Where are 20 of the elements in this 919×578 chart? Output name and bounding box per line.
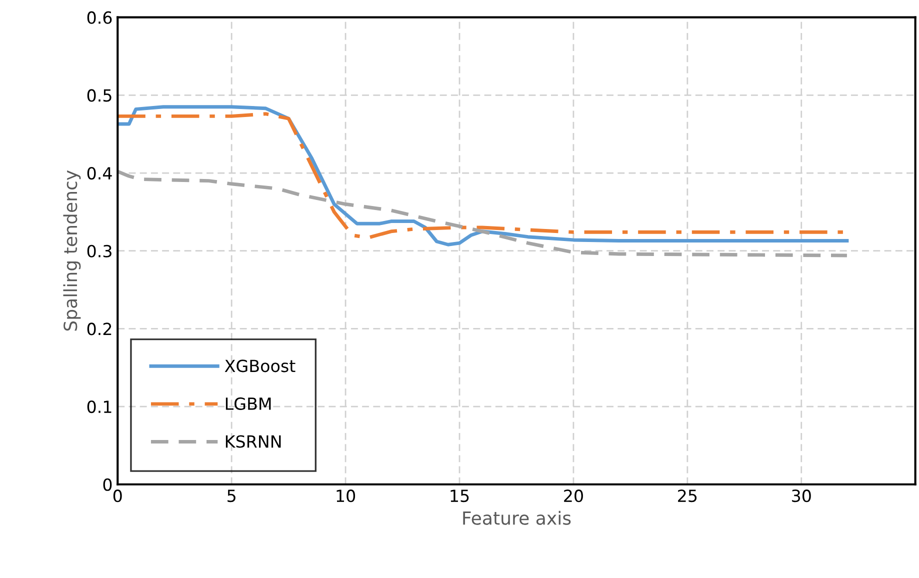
x-tick-label: 25 (678, 490, 697, 502)
y-tick-label: 0.6 (87, 11, 112, 24)
x-tick-label: 20 (564, 490, 583, 502)
y-tick-label: 0.5 (87, 89, 112, 102)
legend-label: KSRNN (226, 435, 281, 448)
y-tick-label: 0.2 (87, 322, 112, 336)
x-axis-title: Feature axis (463, 510, 571, 525)
y-axis-title: Spalling tendency (63, 170, 81, 331)
x-tick-label: 10 (336, 490, 356, 502)
x-tick-label: 30 (792, 490, 811, 502)
line-series (118, 170, 849, 258)
legend-label: LGBM (226, 397, 271, 410)
y-tick-label: 0 (103, 478, 112, 491)
x-tick-label: 15 (450, 490, 469, 502)
y-tick-label: 0.3 (87, 244, 112, 258)
legend-label: XGBoost (224, 360, 296, 372)
y-tick-label: 0.4 (87, 166, 112, 180)
y-tick-label: 0.1 (87, 400, 112, 414)
x-tick-label: 5 (228, 490, 236, 502)
x-tick-label: 0 (113, 490, 122, 502)
